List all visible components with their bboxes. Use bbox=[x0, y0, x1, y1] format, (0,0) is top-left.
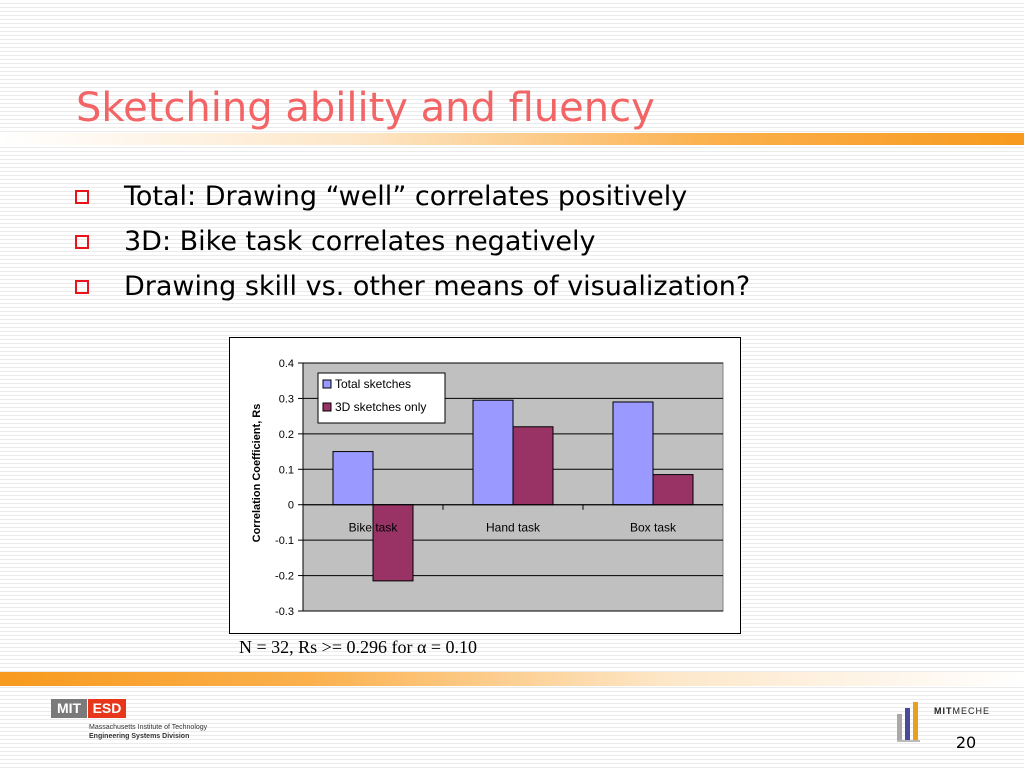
square-bullet-icon bbox=[75, 280, 89, 294]
slide-title: Sketching ability and fluency bbox=[76, 85, 655, 131]
bullet-text: Drawing skill vs. other means of visuali… bbox=[124, 271, 751, 302]
footnote-suffix: = 0.10 bbox=[426, 637, 478, 657]
legend-label: Total sketches bbox=[335, 377, 411, 391]
bullet-item: Total: Drawing “well” correlates positiv… bbox=[70, 178, 750, 223]
x-category-label: Bike task bbox=[349, 521, 399, 535]
square-bullet-icon bbox=[75, 190, 89, 204]
bullet-item: Drawing skill vs. other means of visuali… bbox=[70, 268, 750, 313]
y-tick-label: -0.3 bbox=[275, 606, 294, 618]
legend-label: 3D sketches only bbox=[335, 400, 426, 414]
bar bbox=[612, 401, 654, 506]
y-tick-label: 0 bbox=[288, 500, 294, 512]
legend-box bbox=[317, 372, 446, 424]
institute-name: Massachusetts Institute of Technology bbox=[89, 724, 208, 731]
footer-gradient-bar bbox=[0, 672, 1024, 686]
chart-frame: 0.4 0.3 0.2 0.1 0 -0.1 -0.2 -0.3 Bike task Hand t… bbox=[229, 337, 741, 634]
title-underline-bar bbox=[0, 133, 1024, 145]
mit-logo-label: MIT bbox=[51, 699, 87, 718]
footnote-prefix: N = 32, Rs >= 0.296 for bbox=[239, 637, 417, 657]
legend-swatch bbox=[322, 379, 332, 389]
bullet-text: Total: Drawing “well” correlates positiv… bbox=[124, 181, 688, 212]
y-axis-title: Correlation Coefficient, Rs bbox=[251, 404, 263, 543]
esd-logo-label: ESD bbox=[88, 699, 126, 718]
x-category-label: Hand task bbox=[486, 521, 541, 535]
bar bbox=[372, 504, 414, 582]
bar bbox=[472, 399, 514, 506]
y-tick-label: -0.2 bbox=[275, 571, 294, 583]
bullet-text: 3D: Bike task correlates negatively bbox=[124, 226, 596, 257]
alpha-symbol: α bbox=[416, 637, 427, 657]
y-tick-label: 0.3 bbox=[279, 393, 294, 405]
y-tick-label: -0.1 bbox=[275, 535, 294, 547]
bar bbox=[512, 426, 554, 506]
chart-footnote: N = 32, Rs >= 0.296 for α = 0.10 bbox=[239, 637, 477, 658]
y-tick-label: 0.1 bbox=[279, 464, 294, 476]
bullet-item: 3D: Bike task correlates negatively bbox=[70, 223, 750, 268]
mit-meche-wordmark: MITMECHE bbox=[934, 706, 990, 716]
meche-prefix: MIT bbox=[934, 706, 953, 716]
bar bbox=[332, 451, 374, 506]
y-tick-label: 0.4 bbox=[279, 358, 294, 370]
meche-suffix: MECHE bbox=[952, 706, 991, 716]
bar-chart: 0.4 0.3 0.2 0.1 0 -0.1 -0.2 -0.3 Bike task Hand t… bbox=[251, 358, 724, 618]
bullet-list: Total: Drawing “well” correlates positiv… bbox=[70, 178, 750, 313]
x-category-label: Box task bbox=[630, 521, 677, 535]
mit-meche-logo-icon bbox=[897, 702, 920, 742]
division-name: Engineering Systems Division bbox=[89, 733, 190, 740]
legend-swatch bbox=[322, 402, 332, 412]
square-bullet-icon bbox=[75, 235, 89, 249]
bar bbox=[652, 474, 694, 506]
institution-text: Massachusetts Institute of Technology En… bbox=[89, 723, 207, 741]
page-number: 20 bbox=[955, 733, 977, 752]
y-tick-label: 0.2 bbox=[279, 429, 294, 441]
